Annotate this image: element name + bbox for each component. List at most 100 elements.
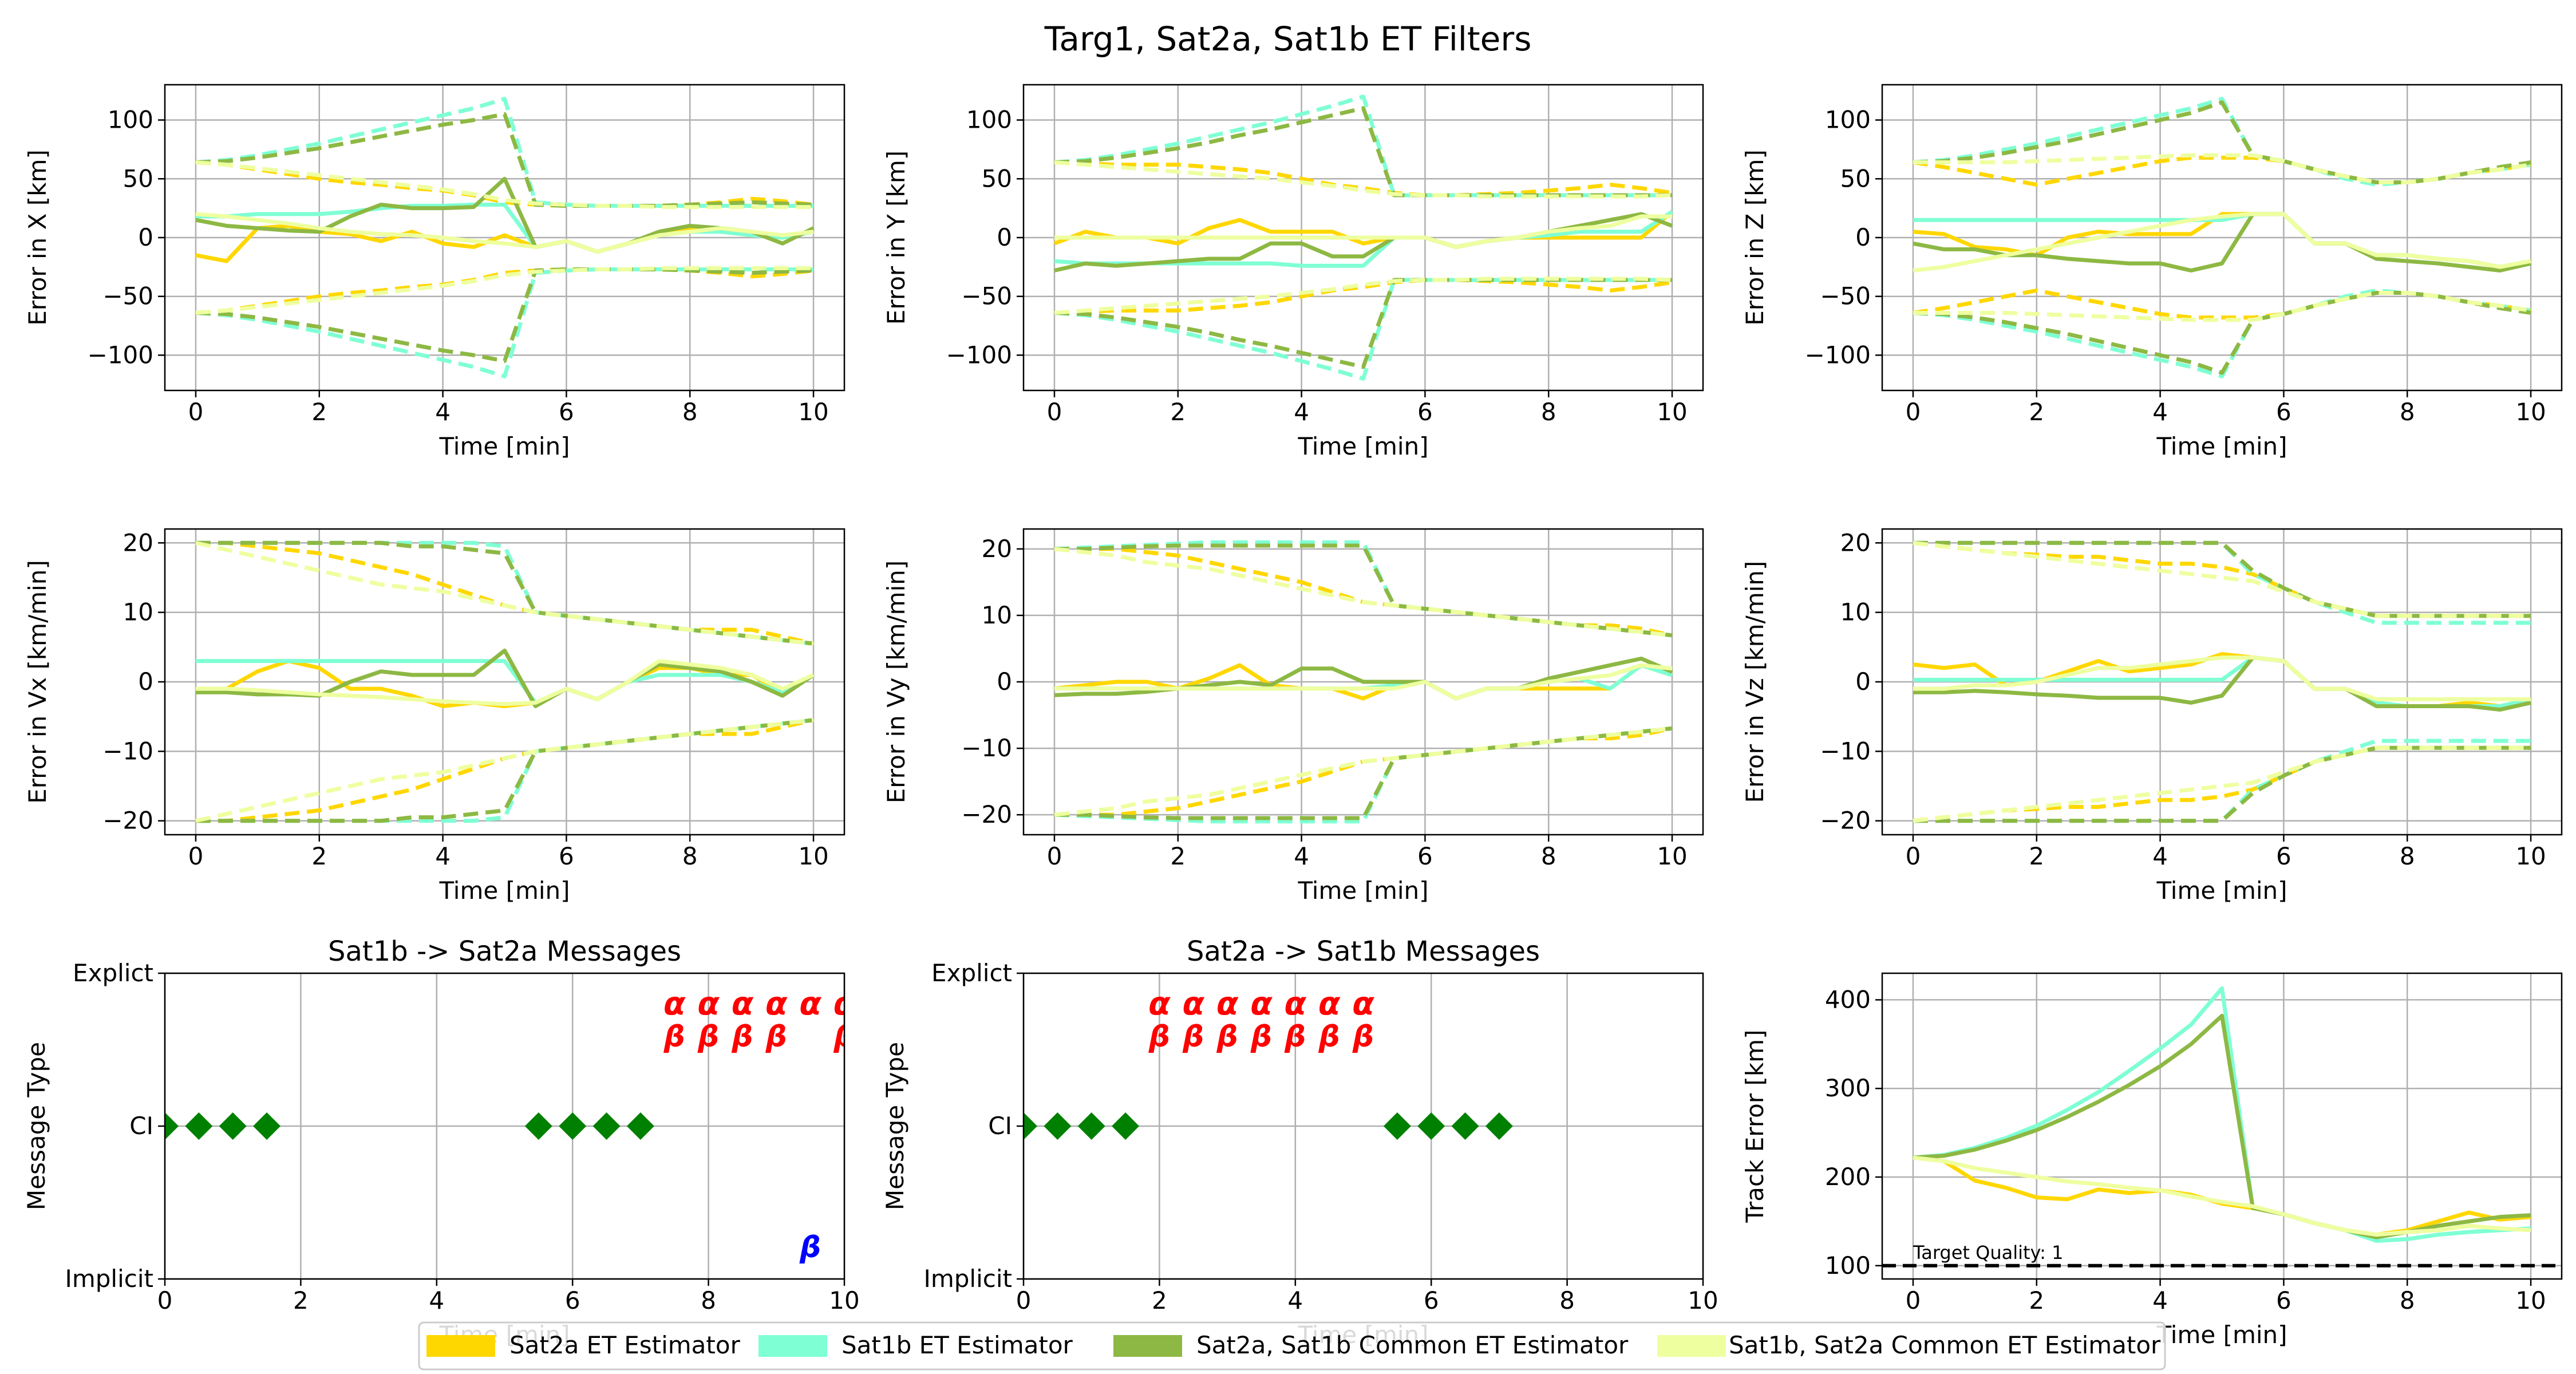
plot-content (1054, 540, 1673, 824)
panel-sat2a-to-sat1b-messages: 0246810ImplicitCIExplictTime [min]Messag… (881, 935, 1718, 1349)
series-bound-upper-common_a (1913, 540, 2531, 618)
x-tick-label: 0 (1906, 1286, 1921, 1314)
y-tick-label: 20 (123, 528, 153, 556)
beta-explicit-marker: β (663, 1020, 685, 1054)
figure-title: Targ1, Sat2a, Sat1b ET Filters (1044, 19, 1532, 58)
x-tick-label: 0 (157, 1286, 173, 1314)
y-tick-label: Implicit (65, 1265, 153, 1293)
y-axis-label: Message Type (22, 1042, 50, 1210)
legend-label: Sat2a, Sat1b Common ET Estimator (1196, 1331, 1629, 1359)
series-line-common_a (1054, 656, 1673, 701)
y-tick-label: 50 (982, 164, 1012, 192)
series-bound-lower-common_b (195, 718, 814, 823)
x-tick-label: 8 (2400, 842, 2415, 870)
beta-explicit-marker: β (833, 1020, 855, 1054)
x-tick-label: 8 (2400, 398, 2415, 426)
legend-frame (418, 1321, 2166, 1371)
x-tick-label: 2 (1170, 398, 1186, 426)
y-tick-label: −50 (961, 282, 1012, 310)
series-bound-lower-common_a (195, 267, 814, 364)
beta-explicit-marker: β (1284, 1020, 1306, 1054)
plot-frame (164, 972, 846, 1280)
x-tick-label: 8 (682, 398, 698, 426)
series-line-common_a (1913, 656, 2531, 712)
series-bound-upper-common_b (195, 160, 814, 210)
y-axis-label: Error in Vz [km/min] (1741, 561, 1769, 803)
y-tick-label: −100 (946, 341, 1012, 369)
legend-swatch-common-a (1113, 1335, 1182, 1357)
x-tick-label: 4 (1294, 398, 1309, 426)
y-tick-label: Explict (931, 959, 1012, 987)
series-bound-lower-common_a (1913, 745, 2531, 823)
x-axis-label: Time [min] (1297, 432, 1428, 460)
plot-frame (1022, 84, 1704, 392)
x-tick-label: 10 (1657, 398, 1687, 426)
series-bound-upper-sat1b (195, 97, 814, 208)
plot-frame (1881, 528, 2563, 836)
y-axis-label: Error in Vx [km/min] (23, 560, 52, 804)
panel-track-error: 0 2 4 6 8 10 100 200 300 400 Time [min] Track Error… (1741, 972, 2563, 1349)
x-axis-label: Time [min] (2156, 876, 2287, 905)
plot-frame (1022, 528, 1704, 836)
series-bound-lower-sat2a (1054, 278, 1673, 315)
alpha-marker: α (1183, 985, 1205, 1022)
y-tick-label: 50 (123, 164, 153, 192)
series-bound-upper-common_a (1913, 100, 2531, 184)
series-bound-upper-common_b (1054, 547, 1673, 638)
y-tick-label: 0 (1855, 223, 1871, 251)
y-tick-label: Implicit (923, 1265, 1012, 1293)
x-tick-label: 8 (682, 842, 698, 870)
x-tick-label: 10 (2515, 398, 2546, 426)
x-tick-label: 2 (1170, 842, 1186, 870)
x-tick-label: 0 (1047, 398, 1062, 426)
series-line-common_b (1913, 1155, 2531, 1237)
x-tick-label: 8 (1541, 842, 1556, 870)
x-tick-label: 10 (829, 1286, 859, 1314)
panel-error-vy: 0 2 4 6 8 10 −20 −10 0 10 20 Time [min] Error in Vy … (882, 528, 1704, 905)
y-tick-label: 0 (138, 668, 153, 696)
plot-frame (164, 528, 846, 836)
y-axis-label: Error in X [km] (23, 149, 52, 326)
x-tick-label: 2 (311, 398, 327, 426)
y-tick-label: 50 (1840, 164, 1871, 192)
x-tick-label: 10 (2515, 842, 2546, 870)
legend-item: Sat2a, Sat1b Common ET Estimator (1113, 1331, 1629, 1359)
alpha-marker: α (732, 985, 754, 1022)
legend-label: Sat1b ET Estimator (841, 1331, 1073, 1359)
x-tick-label: 6 (1417, 842, 1433, 870)
ci-marker (253, 1112, 281, 1140)
x-tick-label: 8 (701, 1286, 716, 1314)
y-tick-label: −100 (1805, 341, 1871, 369)
alpha-marker: α (799, 985, 821, 1022)
x-tick-label: 8 (1559, 1286, 1575, 1314)
panel-title: Sat2a -> Sat1b Messages (1187, 935, 1540, 968)
y-tick-label: 100 (966, 106, 1012, 134)
ci-marker (592, 1112, 621, 1140)
ci-marker (219, 1112, 247, 1140)
x-tick-label: 2 (293, 1286, 309, 1314)
x-tick-label: 10 (2515, 1286, 2546, 1314)
beta-explicit-marker: β (1250, 1020, 1272, 1054)
x-axis-label: Time [min] (438, 432, 570, 460)
x-tick-label: 6 (2276, 1286, 2291, 1314)
x-tick-label: 2 (1152, 1286, 1167, 1314)
ci-marker (1077, 1112, 1105, 1140)
legend-item: Sat1b ET Estimator (758, 1331, 1073, 1359)
panel-error-x: 0 2 4 6 8 10 −100 −50 0 50 100 Time [min] Error in X… (23, 84, 846, 460)
y-tick-label: 10 (982, 601, 1012, 629)
x-axis-label: Time [min] (2156, 1321, 2287, 1349)
ci-marker (626, 1112, 654, 1140)
ci-marker (1451, 1112, 1479, 1140)
series-bound-upper-common_a (195, 540, 814, 646)
y-tick-label: −20 (102, 807, 153, 835)
target-quality-label: Target Quality: 1 (1913, 1242, 2064, 1264)
alpha-marker: α (1216, 985, 1239, 1022)
ci-marker (185, 1112, 213, 1140)
x-tick-label: 10 (798, 398, 828, 426)
beta-explicit-marker: β (765, 1020, 787, 1054)
x-axis-label: Time [min] (438, 876, 570, 905)
x-tick-label: 6 (1417, 398, 1433, 426)
y-tick-label: 10 (1840, 598, 1871, 626)
y-axis-label: Track Error [km] (1741, 1030, 1769, 1223)
ci-marker (1024, 1112, 1037, 1140)
